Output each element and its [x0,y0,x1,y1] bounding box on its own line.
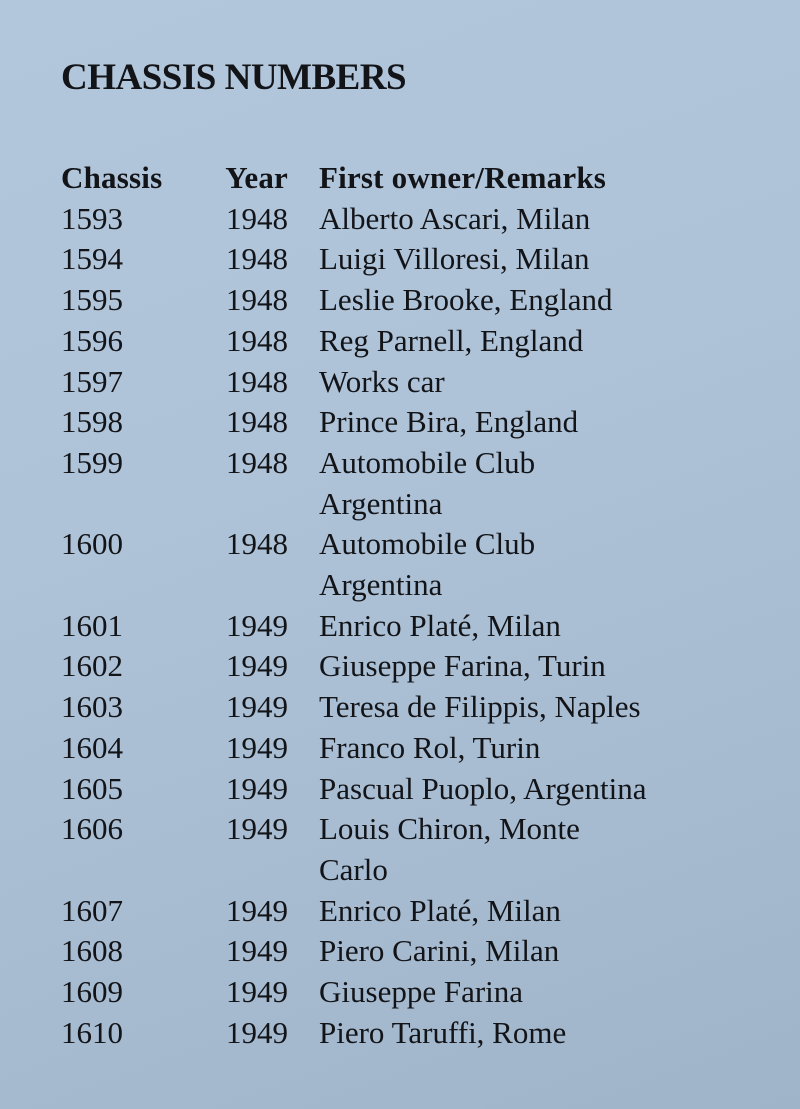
page-title: CHASSIS NUMBERS [61,57,407,98]
chassis-cell: 1595 [61,282,123,318]
chassis-cell: 1603 [61,689,123,725]
chassis-cell: 1607 [61,892,123,928]
chassis-cell: 1610 [61,1014,123,1050]
chassis-cell: 1598 [61,404,123,440]
table-row: 1601 1949 Enrico Platé, Milan [61,606,728,647]
remarks-cell: Enrico Platé, Milan [319,607,561,643]
table-row: 1607 1949 Enrico Platé, Milan [61,891,728,932]
chassis-cell: 1597 [61,363,123,399]
table-row: 1603 1949 Teresa de Filippis, Naples [61,687,728,728]
chassis-table: Chassis Year First owner/Remarks 1593 194… [61,158,728,1053]
chassis-cell: 1608 [61,933,123,969]
chassis-cell: 1606 [61,811,123,847]
table-row: 1596 1948 Reg Parnell, England [61,321,728,362]
chassis-cell: 1594 [61,241,123,277]
remarks-cell: Pascual Puoplo, Argentina [319,770,647,806]
year-cell: 1949 [226,1014,288,1050]
chassis-cell: 1596 [61,322,123,358]
year-cell: 1949 [226,689,288,725]
table-row: 1606 1949 Louis Chiron, Monte Carlo [61,809,728,890]
remarks-cell: Automobile Club Argentina [319,526,536,603]
table-row: 1602 1949 Giuseppe Farina, Turin [61,646,728,687]
table-row: 1610 1949 Piero Taruffi, Rome [61,1013,728,1054]
remarks-cell: Alberto Ascari, Milan [319,200,591,236]
remarks-cell: Piero Taruffi, Rome [319,1014,567,1050]
remarks-cell: Leslie Brooke, England [319,282,613,318]
table-row: 1593 1948 Alberto Ascari, Milan [61,199,728,240]
chassis-cell: 1604 [61,729,123,765]
year-cell: 1948 [226,363,288,399]
chassis-cell: 1609 [61,974,123,1010]
remarks-cell: Enrico Platé, Milan [319,892,561,928]
year-cell: 1949 [226,729,288,765]
remarks-cell: Luigi Villoresi, Milan [319,241,590,277]
table-row: 1600 1948 Automobile Club Argentina [61,524,728,605]
chassis-cell: 1600 [61,526,123,562]
year-cell: 1949 [226,648,288,684]
column-header-year: Year [225,160,288,195]
table-row: 1594 1948 Luigi Villoresi, Milan [61,239,728,280]
year-cell: 1948 [226,444,288,480]
year-cell: 1948 [226,404,288,440]
remarks-cell: Reg Parnell, England [319,322,584,358]
table-row: 1599 1948 Automobile Club Argentina [61,443,728,524]
year-cell: 1949 [226,933,288,969]
year-cell: 1949 [226,607,288,643]
remarks-cell: Teresa de Filippis, Naples [319,689,641,725]
year-cell: 1948 [226,200,288,236]
table-header: Chassis Year First owner/Remarks [61,158,728,199]
year-cell: 1949 [226,770,288,806]
table-row: 1604 1949 Franco Rol, Turin [61,728,728,769]
year-cell: 1949 [226,892,288,928]
year-cell: 1948 [226,322,288,358]
year-cell: 1948 [226,526,288,562]
chassis-cell: 1605 [61,770,123,806]
remarks-cell: Automobile Club Argentina [319,444,536,521]
chassis-cell: 1601 [61,607,123,643]
remarks-cell: Prince Bira, England [319,404,579,440]
column-header-chassis: Chassis [61,160,163,195]
column-header-remarks: First owner/Remarks [319,160,607,195]
table-row: 1605 1949 Pascual Puoplo, Argentina [61,769,728,810]
remarks-cell: Louis Chiron, Monte Carlo [319,811,580,887]
table-row: 1595 1948 Leslie Brooke, England [61,280,728,321]
remarks-cell: Works car [319,363,445,399]
remarks-cell: Franco Rol, Turin [319,729,541,765]
chassis-cell: 1593 [61,200,123,236]
remarks-cell: Giuseppe Farina [319,974,524,1010]
table-body: 1593 1948 Alberto Ascari, Milan 1594 1948 Lui… [61,199,728,1054]
table-row: 1608 1949 Piero Carini, Milan [61,931,728,972]
table-row: 1597 1948 Works car [61,362,728,403]
chassis-cell: 1602 [61,648,123,684]
year-cell: 1948 [226,282,288,318]
year-cell: 1949 [226,811,288,847]
remarks-cell: Piero Carini, Milan [319,933,560,969]
year-cell: 1948 [226,241,288,277]
remarks-cell: Giuseppe Farina, Turin [319,648,606,684]
table-row: 1609 1949 Giuseppe Farina [61,972,728,1013]
year-cell: 1949 [226,974,288,1010]
table-row: 1598 1948 Prince Bira, England [61,402,728,443]
chassis-cell: 1599 [61,444,123,480]
